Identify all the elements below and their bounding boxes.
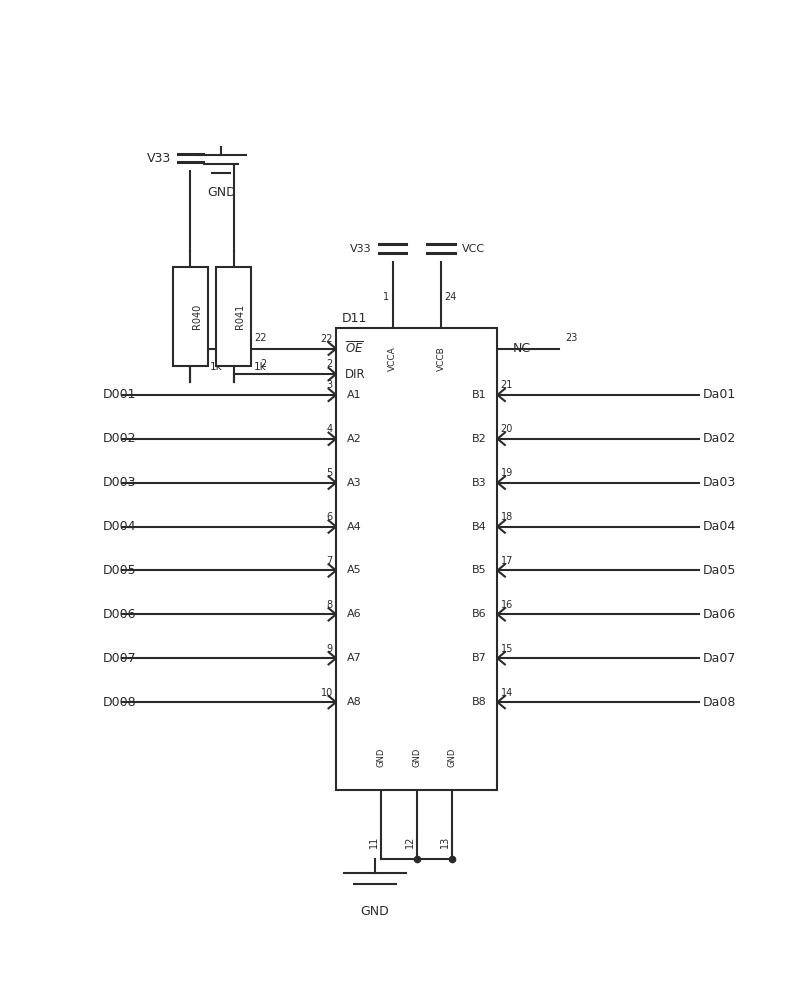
Text: GND: GND — [413, 747, 421, 767]
Text: GND: GND — [376, 747, 386, 767]
Text: GND: GND — [207, 186, 235, 199]
Text: A3: A3 — [347, 478, 362, 488]
Text: 16: 16 — [501, 600, 513, 610]
Text: A8: A8 — [347, 697, 362, 707]
Text: D006: D006 — [103, 608, 137, 621]
Text: D005: D005 — [103, 564, 137, 577]
Text: A2: A2 — [347, 434, 362, 444]
Text: Da04: Da04 — [702, 520, 735, 533]
Text: D11: D11 — [342, 312, 368, 325]
Text: NC: NC — [513, 342, 531, 355]
Text: B8: B8 — [472, 697, 486, 707]
Text: 13: 13 — [441, 836, 450, 848]
Text: 22: 22 — [320, 334, 333, 344]
Text: 24: 24 — [445, 292, 457, 302]
Text: 23: 23 — [566, 333, 578, 343]
Text: B6: B6 — [472, 609, 486, 619]
Bar — [173, 267, 207, 366]
Text: 6: 6 — [327, 512, 333, 522]
Text: 3: 3 — [327, 380, 333, 390]
Text: 14: 14 — [501, 688, 513, 698]
Text: B4: B4 — [472, 522, 486, 532]
Text: Da03: Da03 — [702, 476, 735, 489]
Bar — [216, 267, 251, 366]
Text: 15: 15 — [501, 644, 513, 654]
Text: 1k: 1k — [253, 362, 266, 372]
Text: A1: A1 — [347, 390, 362, 400]
Text: VCCB: VCCB — [437, 346, 445, 371]
Text: 11: 11 — [369, 836, 380, 848]
Text: Da02: Da02 — [702, 432, 735, 445]
Text: Da07: Da07 — [702, 652, 735, 665]
Text: D007: D007 — [103, 652, 137, 665]
Text: 2: 2 — [327, 359, 333, 369]
Text: B3: B3 — [472, 478, 486, 488]
Bar — [336, 328, 497, 790]
Text: D008: D008 — [103, 696, 137, 709]
Text: 1k: 1k — [210, 362, 223, 372]
Text: Da01: Da01 — [702, 388, 735, 401]
Text: D004: D004 — [103, 520, 137, 533]
Text: 2: 2 — [260, 359, 267, 369]
Text: B2: B2 — [472, 434, 486, 444]
Text: A7: A7 — [347, 653, 362, 663]
Text: V33: V33 — [350, 244, 372, 254]
Text: V33: V33 — [147, 152, 171, 165]
Text: GND: GND — [360, 905, 389, 918]
Text: B7: B7 — [472, 653, 486, 663]
Text: 20: 20 — [501, 424, 513, 434]
Text: 4: 4 — [327, 424, 333, 434]
Text: 12: 12 — [405, 836, 415, 848]
Text: 10: 10 — [320, 688, 333, 698]
Text: R041: R041 — [235, 304, 245, 329]
Text: Da05: Da05 — [702, 564, 735, 577]
Text: D002: D002 — [103, 432, 137, 445]
Text: D003: D003 — [103, 476, 137, 489]
Text: 8: 8 — [327, 600, 333, 610]
Text: B5: B5 — [472, 565, 486, 575]
Text: A4: A4 — [347, 522, 362, 532]
Text: 22: 22 — [254, 333, 267, 343]
Text: DIR: DIR — [344, 368, 365, 381]
Text: 9: 9 — [327, 644, 333, 654]
Text: 7: 7 — [327, 556, 333, 566]
Text: 5: 5 — [327, 468, 333, 478]
Text: VCCA: VCCA — [388, 346, 397, 371]
Text: A5: A5 — [347, 565, 362, 575]
Text: $\overline{OE}$: $\overline{OE}$ — [344, 341, 364, 356]
Text: A6: A6 — [347, 609, 362, 619]
Text: B1: B1 — [472, 390, 486, 400]
Text: 17: 17 — [501, 556, 513, 566]
Text: Da08: Da08 — [702, 696, 735, 709]
Text: 18: 18 — [501, 512, 513, 522]
Text: 1: 1 — [383, 292, 388, 302]
Text: GND: GND — [448, 747, 457, 767]
Text: R040: R040 — [192, 304, 202, 329]
Text: 21: 21 — [501, 380, 513, 390]
Text: VCC: VCC — [462, 244, 485, 254]
Text: 19: 19 — [501, 468, 513, 478]
Text: D001: D001 — [103, 388, 137, 401]
Text: Da06: Da06 — [702, 608, 735, 621]
